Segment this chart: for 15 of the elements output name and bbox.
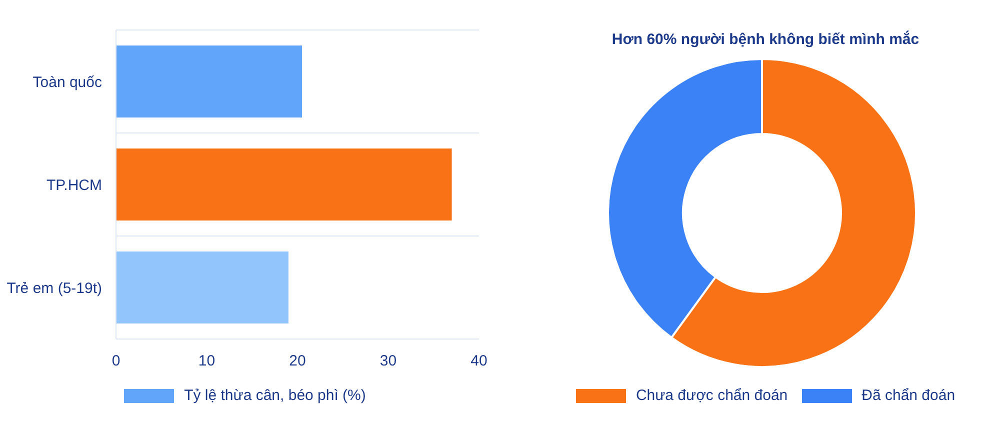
y-tick-label: Toàn quốc xyxy=(32,74,102,91)
bar xyxy=(116,45,302,118)
legend-label: Chưa được chẩn đoán xyxy=(636,387,788,404)
x-tick-label: 10 xyxy=(198,352,216,370)
y-tick-label: Trẻ em (5-19t) xyxy=(6,280,102,297)
x-tick-label: 40 xyxy=(470,352,488,370)
x-tick-label: 0 xyxy=(112,352,120,370)
legend-label: Đã chẩn đoán xyxy=(862,387,956,404)
y-tick-label: TP.HCM xyxy=(46,176,102,194)
bar xyxy=(116,251,288,324)
bar xyxy=(116,148,452,220)
x-tick-label: 20 xyxy=(289,352,306,370)
x-tick-label: 30 xyxy=(380,352,397,370)
chart-title: Hơn 60% người bệnh không biết mình mắc xyxy=(610,31,920,48)
legend-label: Tỷ lệ thừa cân, béo phì (%) xyxy=(184,387,366,404)
